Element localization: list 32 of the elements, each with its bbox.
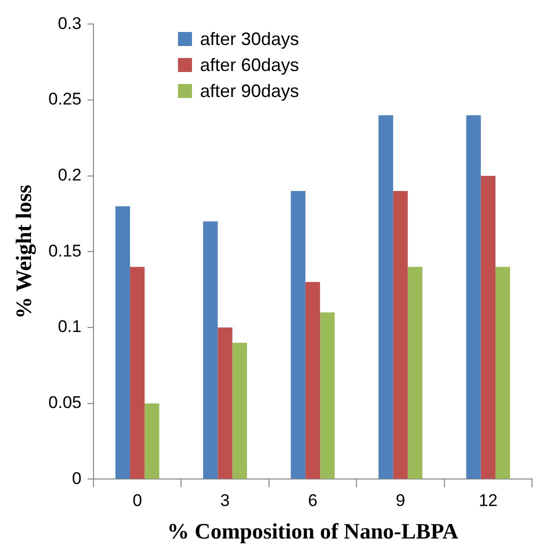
bar xyxy=(408,266,422,479)
bar xyxy=(290,191,306,479)
bar xyxy=(305,282,320,479)
y-tick-label: 0.1 xyxy=(58,317,82,336)
y-axis-title: % Weight loss xyxy=(10,184,36,319)
bar xyxy=(203,221,218,479)
bar xyxy=(130,266,145,479)
y-tick-label: 0.15 xyxy=(48,241,82,260)
y-tick-label: 0.2 xyxy=(58,166,82,185)
y-tick-label: 0.3 xyxy=(58,14,82,33)
bar xyxy=(232,342,247,479)
legend-label: after 90days xyxy=(200,80,300,102)
x-axis-title: % Composition of Nano-LBPA xyxy=(167,518,458,544)
bar xyxy=(218,328,232,479)
x-tick-label: 12 xyxy=(478,491,498,510)
legend-label: after 60days xyxy=(200,54,300,76)
bar xyxy=(320,312,335,479)
x-tick-label: 9 xyxy=(396,491,406,510)
x-tick-label: 3 xyxy=(220,491,230,510)
y-tick-label: 0.25 xyxy=(48,90,82,109)
bar xyxy=(115,206,130,479)
x-tick-label: 0 xyxy=(132,491,142,510)
x-tick-label: 6 xyxy=(308,491,318,510)
bar xyxy=(393,191,408,479)
bar xyxy=(480,176,496,479)
y-tick-label: 0 xyxy=(72,468,82,488)
legend-label: after 30days xyxy=(200,28,300,50)
bar xyxy=(495,266,510,479)
bar xyxy=(144,403,160,479)
bar xyxy=(378,115,394,479)
bar xyxy=(466,115,481,479)
y-tick-label: 0.05 xyxy=(48,393,82,412)
